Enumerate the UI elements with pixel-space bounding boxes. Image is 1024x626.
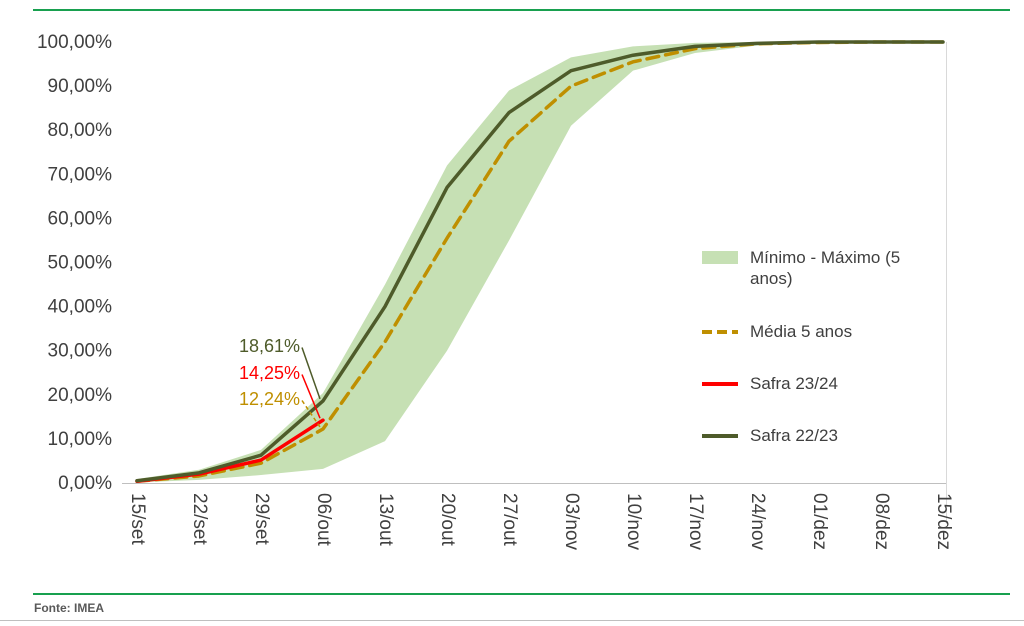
x-axis-tick-label: 10/nov bbox=[623, 493, 644, 551]
legend-item-safra-23-24: Safra 23/24 bbox=[702, 373, 972, 394]
x-axis-tick-label: 15/dez bbox=[933, 493, 954, 550]
dashed-line-swatch-icon bbox=[702, 329, 738, 334]
top-divider-line bbox=[33, 9, 1010, 11]
legend-item-min-max: Mínimo - Máximo (5 anos) bbox=[702, 247, 972, 290]
x-axis-tick-label: 24/nov bbox=[747, 493, 768, 551]
x-axis-tick-label: 01/dez bbox=[809, 493, 830, 550]
band-swatch-icon bbox=[702, 251, 738, 264]
x-axis-tick-label: 08/dez bbox=[871, 493, 892, 550]
x-axis-tick-label: 03/nov bbox=[561, 493, 582, 551]
legend-label-media-5-anos: Média 5 anos bbox=[750, 321, 853, 341]
x-axis-tick-label: 29/set bbox=[251, 493, 272, 545]
bottom-divider-line bbox=[33, 593, 1010, 595]
red-line-swatch-icon bbox=[702, 381, 738, 386]
x-axis-tick-label: 20/out bbox=[437, 493, 458, 547]
legend-label-safra-23-24: Safra 23/24 bbox=[750, 373, 838, 393]
x-axis-tick-label: 17/nov bbox=[685, 493, 706, 551]
y-axis-tick-label: 70,00% bbox=[48, 164, 113, 185]
series-line-safra-22-23 bbox=[135, 40, 945, 483]
x-axis-tick-label: 15/set bbox=[127, 493, 148, 545]
y-axis-tick-label: 0,00% bbox=[58, 473, 112, 494]
x-axis-tick-label: 22/set bbox=[189, 493, 210, 545]
x-axis-tick-label: 27/out bbox=[499, 493, 520, 547]
y-axis-tick-label: 10,00% bbox=[48, 429, 113, 450]
y-axis-tick-label: 50,00% bbox=[48, 253, 113, 274]
x-axis-tick-label: 06/out bbox=[313, 493, 334, 547]
chart-legend: Mínimo - Máximo (5 anos) Média 5 anos Sa… bbox=[702, 247, 972, 446]
y-axis-tick-label: 20,00% bbox=[48, 385, 113, 406]
annotation-safra-22-23-value: 18,61% bbox=[238, 336, 300, 356]
y-axis-tick-label: 90,00% bbox=[48, 76, 113, 97]
y-axis-tick-label: 80,00% bbox=[48, 120, 113, 141]
annotation-leader-line bbox=[301, 374, 321, 419]
legend-item-safra-22-23: Safra 22/23 bbox=[702, 425, 972, 446]
y-axis-tick-label: 60,00% bbox=[48, 208, 113, 229]
min-max-band-area bbox=[137, 42, 943, 483]
annotation-leader-line bbox=[301, 347, 321, 400]
annotation-media-5-anos-value: 12,24% bbox=[238, 389, 300, 409]
legend-item-media-5-anos: Média 5 anos bbox=[702, 321, 972, 342]
source-note: Fonte: IMEA bbox=[34, 601, 104, 615]
page-bottom-border bbox=[0, 620, 1024, 621]
x-axis-tick-label: 13/out bbox=[375, 493, 396, 547]
annotation-leader-line bbox=[301, 400, 321, 428]
legend-label-min-max: Mínimo - Máximo (5 anos) bbox=[750, 248, 901, 289]
olive-line-swatch-icon bbox=[702, 434, 738, 438]
y-axis-tick-label: 100,00% bbox=[37, 32, 112, 53]
y-axis-tick-label: 40,00% bbox=[48, 297, 113, 318]
y-axis-tick-label: 30,00% bbox=[48, 341, 113, 362]
legend-label-safra-22-23: Safra 22/23 bbox=[750, 426, 838, 445]
annotation-safra-23-24-value: 14,25% bbox=[238, 363, 300, 383]
